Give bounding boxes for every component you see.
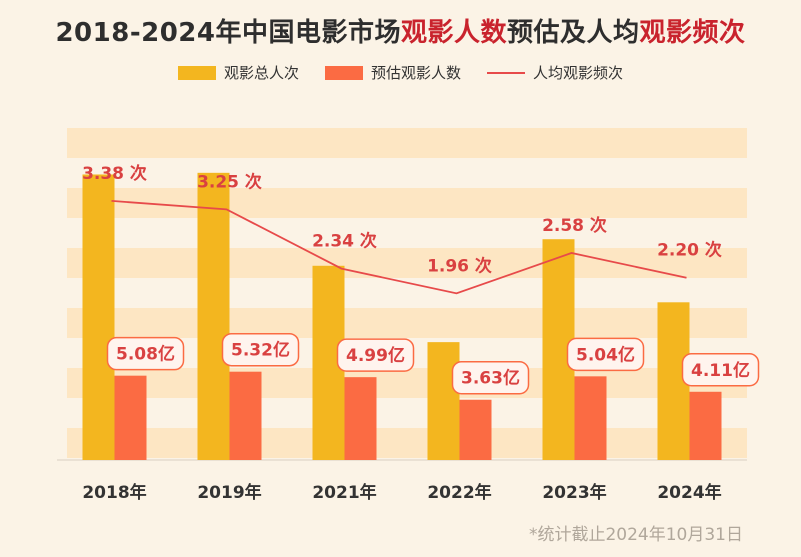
chart-legend: 观影总人次 预估观影人数 人均观影频次 [0,62,801,83]
background-stripe-1 [67,128,747,158]
legend-item-estimate: 预估观影人数 [324,62,461,83]
bar-total-1 [82,174,115,461]
background-stripe-2 [67,188,747,218]
bar-total-4 [427,342,460,460]
x-tick-label-2: 2019年 [197,482,261,503]
bar-total-2 [197,172,230,460]
legend-swatch-frequency [487,71,525,74]
legend-label-estimate: 预估观影人数 [370,64,461,82]
footnote: *统计截止2024年10月31日 [528,525,743,545]
x-tick-label-1: 2018年 [82,482,146,503]
x-tick-label-3: 2021年 [312,482,376,503]
bar-estimate-2 [229,371,262,460]
bar-estimate-6 [689,391,722,460]
bar-estimate-4 [459,399,492,460]
background-stripe-4 [67,308,747,338]
estimate-label-6: 4.11亿 [691,360,750,381]
frequency-label-6: 2.20 次 [657,240,722,261]
estimate-label-3: 4.99亿 [346,345,405,366]
legend-label-frequency: 人均观影频次 [533,64,624,82]
legend-swatch-estimate [324,65,363,80]
background-stripe-3 [67,248,747,278]
frequency-label-2: 3.25 次 [197,171,262,192]
background-stripe-5 [67,368,747,398]
background-stripe-6 [67,428,747,458]
frequency-label-5: 2.58 次 [542,215,607,236]
bar-estimate-3 [344,377,377,460]
chart-title: 2018-2024年中国电影市场观影人数预估及人均观影频次 [55,18,746,48]
bar-estimate-1 [114,375,147,460]
estimate-label-box-6 [681,353,760,387]
line-frequency [111,200,687,295]
estimate-label-box-1 [106,336,185,371]
x-tick-label-6: 2024年 [657,482,721,503]
legend-label-total: 观影总人次 [223,64,299,82]
legend-swatch-total [177,65,216,80]
legend-item-total: 观影总人次 [177,62,299,83]
estimate-label-box-5 [566,337,645,372]
estimate-label-1: 5.08亿 [116,344,175,365]
estimate-label-2: 5.32亿 [231,340,290,361]
frequency-label-1: 3.38 次 [82,163,147,184]
legend-item-frequency: 人均观影频次 [487,62,623,83]
frequency-label-3: 2.34 次 [312,231,377,252]
x-tick-label-5: 2023年 [542,482,606,503]
estimate-label-box-3 [336,338,415,372]
estimate-label-box-4 [451,360,530,395]
bar-estimate-5 [574,376,607,460]
estimate-label-box-2 [221,332,300,367]
estimate-label-5: 5.04亿 [576,344,635,365]
frequency-label-4: 1.96 次 [427,255,492,276]
x-tick-label-4: 2022年 [427,482,491,503]
estimate-label-4: 3.63亿 [461,368,520,389]
